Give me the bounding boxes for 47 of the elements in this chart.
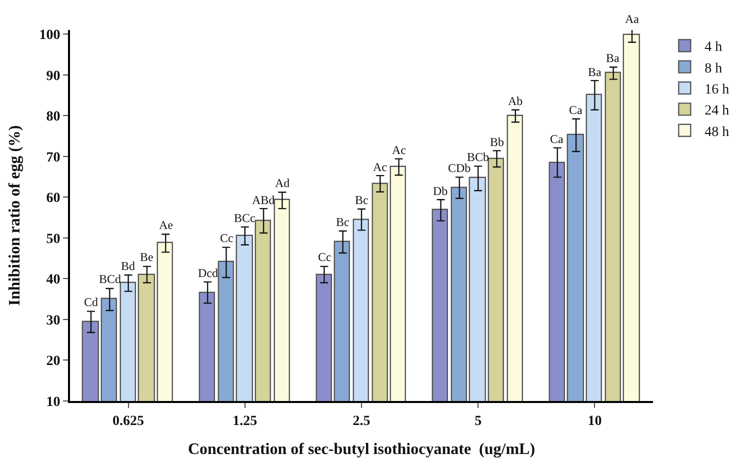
data-label: Ab	[508, 94, 523, 108]
y-tick-label: 30	[46, 313, 60, 328]
x-tick-label: 0.625	[112, 414, 144, 429]
data-label: Ba	[606, 51, 620, 65]
y-tick-label: 100	[39, 28, 60, 43]
data-label: Ae	[159, 218, 173, 232]
data-label: Cc	[220, 231, 234, 245]
data-label: BCd	[99, 272, 122, 286]
y-tick-label: 90	[46, 68, 60, 84]
data-label: Aa	[625, 12, 640, 26]
data-label: Cd	[84, 295, 98, 309]
data-label: BCc	[234, 211, 256, 225]
y-tick-label: 10	[46, 394, 60, 410]
data-label: Ca	[550, 132, 564, 146]
y-tick-label: 40	[46, 272, 60, 288]
legend-label: 8 h	[704, 61, 722, 76]
y-tick-label: 20	[46, 354, 60, 370]
x-tick-label: 5	[474, 414, 482, 429]
data-label: Bb	[490, 135, 504, 149]
data-label: Dcd	[198, 266, 218, 280]
x-axis-title: Concentration of sec-butyl isothiocyanate (ug/mL)	[188, 441, 536, 458]
legend-label: 4 h	[704, 40, 722, 56]
y-tick-label: 80	[46, 110, 60, 125]
data-label: Bd	[121, 259, 136, 273]
data-label: Bc	[336, 215, 350, 229]
data-label: Db	[433, 184, 448, 198]
y-tick-label: 60	[46, 191, 60, 206]
x-tick-label: 1.25	[232, 414, 258, 429]
data-label: Ca	[569, 103, 584, 117]
data-label: Cc	[318, 250, 332, 264]
legend-label: 24 h	[704, 104, 730, 119]
y-tick-label: 50	[46, 232, 60, 247]
x-tick-label: 10	[588, 414, 602, 429]
data-label: BCb	[467, 150, 490, 164]
data-label: ABd	[252, 193, 275, 207]
data-label: Be	[140, 250, 154, 264]
x-tick-label: 2.5	[352, 414, 370, 429]
data-label: Ac	[392, 143, 406, 157]
data-label: Ac	[373, 160, 387, 174]
legend-label: 48 h	[704, 124, 730, 140]
y-axis-title: Inhibition ratio of egg (%)	[6, 125, 24, 306]
data-label: CDb	[448, 161, 471, 175]
data-label: Bc	[355, 193, 368, 207]
legend-label: 16 h	[704, 82, 730, 98]
y-tick-label: 70	[46, 150, 60, 166]
data-label: Ad	[275, 176, 290, 190]
data-label: Ba	[588, 65, 602, 79]
